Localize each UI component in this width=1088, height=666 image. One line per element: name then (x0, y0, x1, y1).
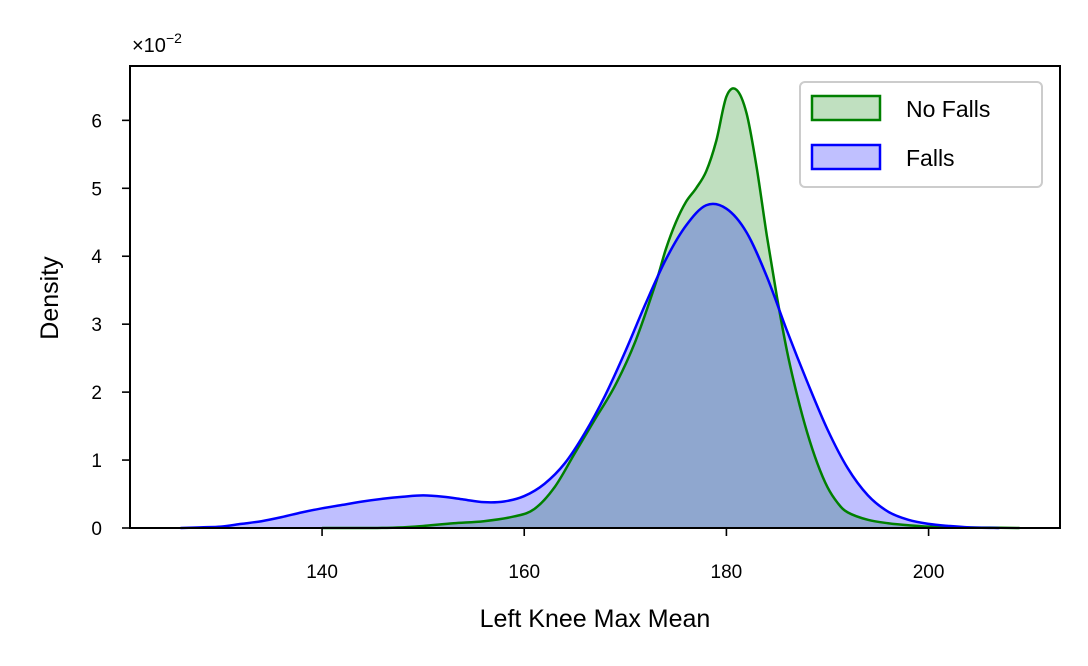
x-tick-label: 200 (913, 562, 945, 583)
y-axis-ticks: 0 1 2 3 4 5 6 (91, 111, 130, 540)
density-line-no-falls (322, 87, 1020, 530)
y-axis-label: Density (36, 256, 64, 340)
y-tick-label: 1 (91, 451, 102, 472)
plot-frame (129, 65, 1061, 529)
y-scale-base: ×10 (132, 35, 166, 57)
series-areas (180, 88, 1020, 528)
x-axis-ticks: 140 160 180 200 (306, 528, 944, 583)
y-tick-label: 2 (91, 383, 102, 404)
density-area-falls (180, 203, 1000, 528)
y-scale-exponent: −2 (166, 30, 182, 46)
series-lines (180, 87, 1020, 530)
x-tick-label: 160 (508, 562, 540, 583)
x-axis-label: Left Knee Max Mean (480, 605, 711, 633)
legend-label-falls: Falls (906, 145, 955, 171)
legend-swatch-falls (810, 143, 882, 171)
y-tick-label: 5 (91, 179, 102, 200)
legend-swatch-no-falls (810, 94, 882, 122)
legend-label-no-falls: No Falls (906, 96, 990, 122)
density-area-no-falls (322, 88, 1020, 528)
y-tick-label: 4 (91, 247, 102, 268)
x-tick-label: 180 (711, 562, 743, 583)
density-line-falls (180, 202, 1000, 530)
y-tick-label: 3 (91, 315, 102, 336)
legend: No Falls Falls (799, 81, 1043, 188)
x-tick-label: 140 (306, 562, 338, 583)
y-tick-label: 0 (91, 519, 102, 540)
y-scale-offset: ×10−2 (132, 30, 182, 57)
y-tick-label: 6 (91, 111, 102, 132)
